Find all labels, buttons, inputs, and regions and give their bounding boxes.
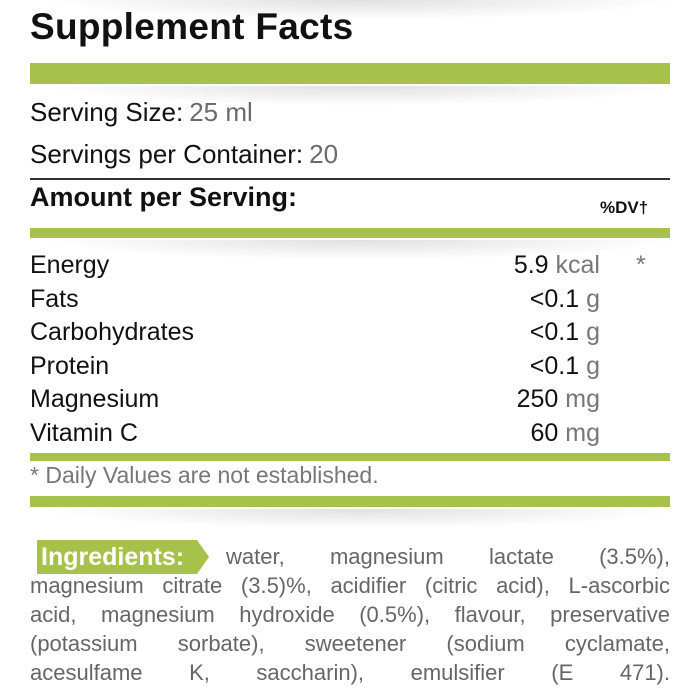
serving-size-value: 25 ml (189, 97, 253, 127)
amount-unit: mg (565, 385, 600, 413)
nutrient-name: Energy (30, 251, 110, 279)
page-title: Supplement Facts (30, 6, 354, 47)
nutrient-name: Magnesium (30, 385, 160, 413)
nutrient-amount: <0.1 g (530, 318, 600, 347)
nutrient-name: Vitamin C (30, 418, 138, 447)
shadow (40, 86, 680, 106)
nutrient-row: Fats <0.1 g (30, 285, 670, 318)
amount-value: <0.1 (529, 351, 580, 380)
amount-unit: mg (565, 418, 600, 447)
ingredients-line: (potassium sorbate), sweetener (sodium c… (30, 631, 670, 656)
nutrient-name: Carbohydrates (30, 318, 194, 346)
amount-unit: g (586, 284, 600, 313)
nutrient-row: Energy 5.9 kcal * (30, 251, 670, 284)
servings-per-container: Servings per Container: 20 (30, 139, 338, 170)
ingredients-line: water, magnesium lactate (3.5%), (226, 544, 670, 569)
amount-value: 60 (530, 418, 559, 447)
footnote: * Daily Values are not established. (30, 462, 379, 488)
serving-size-label: Serving Size: (30, 97, 184, 127)
dv-header: %DV† (600, 198, 649, 217)
serving-size: Serving Size: 25 ml (30, 97, 253, 128)
amount-unit: g (586, 318, 600, 346)
amount-unit: g (586, 351, 600, 380)
servings-label: Servings per Container: (30, 139, 304, 169)
amount-value: <0.1 (529, 318, 580, 346)
nutrient-amount: <0.1 g (530, 352, 600, 381)
nutrient-amount: 250 mg (517, 385, 600, 414)
divider-bar (30, 63, 670, 84)
nutrient-dv: * (636, 251, 646, 279)
nutrient-row: Magnesium 250 mg (30, 385, 670, 418)
divider-bar (30, 228, 670, 238)
ingredients-line: magnesium citrate (3.5)%, acidifier (cit… (30, 573, 670, 598)
ingredients-label: Ingredients: (41, 543, 185, 571)
amount-value: 250 (516, 385, 559, 413)
ingredients-line: acesulfame K, saccharin), emulsifier (E … (30, 660, 670, 685)
amount-per-serving-heading: Amount per Serving: (30, 182, 298, 212)
nutrient-name: Protein (30, 351, 110, 380)
shadow (40, 240, 680, 260)
nutrient-name: Fats (30, 284, 79, 313)
nutrient-amount: 5.9 kcal (514, 251, 600, 280)
nutrient-amount: <0.1 g (530, 285, 600, 314)
amount-value: 5.9 (513, 251, 549, 279)
shadow (40, 509, 680, 529)
divider-bar (30, 496, 670, 507)
amount-unit: kcal (555, 251, 600, 279)
nutrient-amount: 60 mg (531, 419, 601, 448)
ingredients-line: acid, magnesium hydroxide (0.5%), flavou… (30, 602, 670, 627)
divider-line (30, 178, 670, 180)
ingredients-tag (37, 540, 209, 574)
nutrient-row: Vitamin C 60 mg (30, 419, 670, 452)
divider-bar (30, 453, 670, 461)
nutrient-row: Protein <0.1 g (30, 352, 670, 385)
nutrient-row: Carbohydrates <0.1 g (30, 318, 670, 351)
shadow (40, 0, 680, 20)
servings-value: 20 (309, 139, 339, 169)
amount-value: <0.1 (529, 284, 580, 313)
